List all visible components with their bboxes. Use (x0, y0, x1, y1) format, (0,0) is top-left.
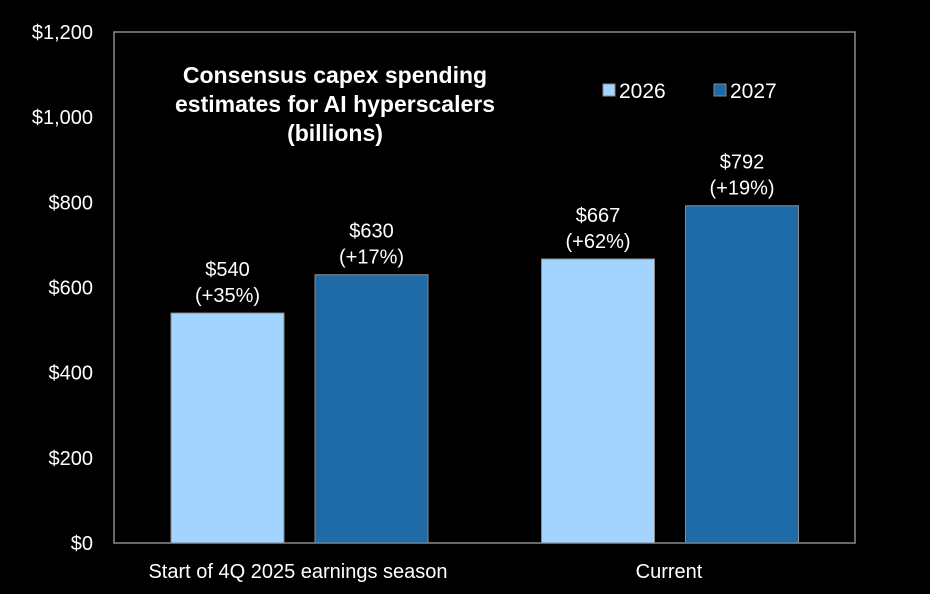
y-tick-label: $0 (71, 533, 93, 555)
y-tick-label: $1,000 (32, 107, 93, 129)
data-label-value: $667 (576, 205, 621, 227)
data-label-change: (+62%) (565, 231, 630, 253)
x-category-label: Current (636, 561, 703, 583)
legend-label-2026: 2026 (619, 80, 666, 103)
data-label-change: (+19%) (709, 178, 774, 200)
data-label-value: $540 (205, 259, 250, 281)
y-tick-label: $1,200 (32, 22, 93, 44)
data-label-value: $792 (720, 152, 765, 174)
bar-2027-0 (314, 274, 429, 544)
y-tick-label: $800 (49, 192, 94, 214)
chart-title-line: estimates for AI hyperscalers (175, 91, 495, 117)
data-label-change: (+17%) (339, 247, 404, 269)
bar-2026-0 (170, 312, 285, 544)
x-category-label: Start of 4Q 2025 earnings season (148, 561, 447, 583)
y-tick-label: $200 (49, 448, 94, 470)
bar-2027-1 (685, 205, 799, 544)
bar-2026-1 (541, 258, 655, 544)
legend-swatch-2026 (602, 83, 616, 97)
y-tick-label: $600 (49, 278, 94, 300)
data-label-value: $630 (349, 221, 394, 243)
chart-title-line: Consensus capex spending (183, 62, 487, 88)
data-label-change: (+35%) (195, 285, 260, 307)
legend-swatch-2027 (713, 83, 727, 97)
chart-title-line: (billions) (287, 120, 383, 146)
y-tick-label: $400 (49, 363, 94, 385)
legend-label-2027: 2027 (730, 80, 777, 103)
